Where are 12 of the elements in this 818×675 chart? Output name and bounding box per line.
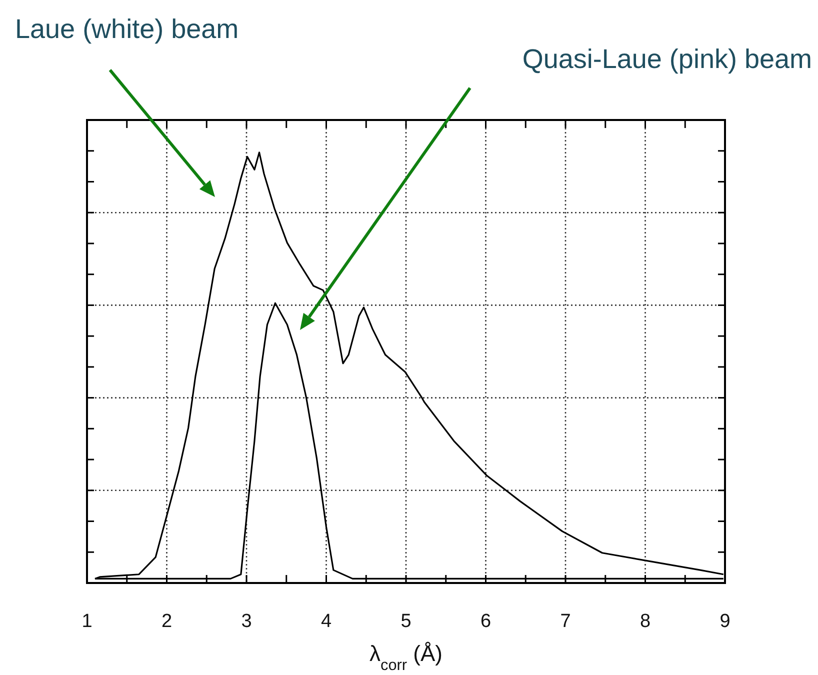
x-tick-label: 3 bbox=[241, 611, 252, 632]
text: Laue (white) beam bbox=[15, 14, 239, 44]
x-axis-title: λ$_{corr}$ (Å) bbox=[370, 641, 442, 674]
x-tick-label: 1 bbox=[82, 611, 92, 632]
x-tick-label: 4 bbox=[320, 611, 332, 632]
x-tick-label: 8 bbox=[640, 611, 651, 632]
x-tick-label: 5 bbox=[400, 611, 412, 632]
x-tick-label: 7 bbox=[560, 611, 571, 632]
x-tick-label: 2 bbox=[161, 611, 172, 632]
text: Quasi-Laue (pink) beam bbox=[522, 44, 812, 74]
x-tick-label: 9 bbox=[720, 611, 730, 632]
x-tick-label: 6 bbox=[480, 611, 492, 632]
